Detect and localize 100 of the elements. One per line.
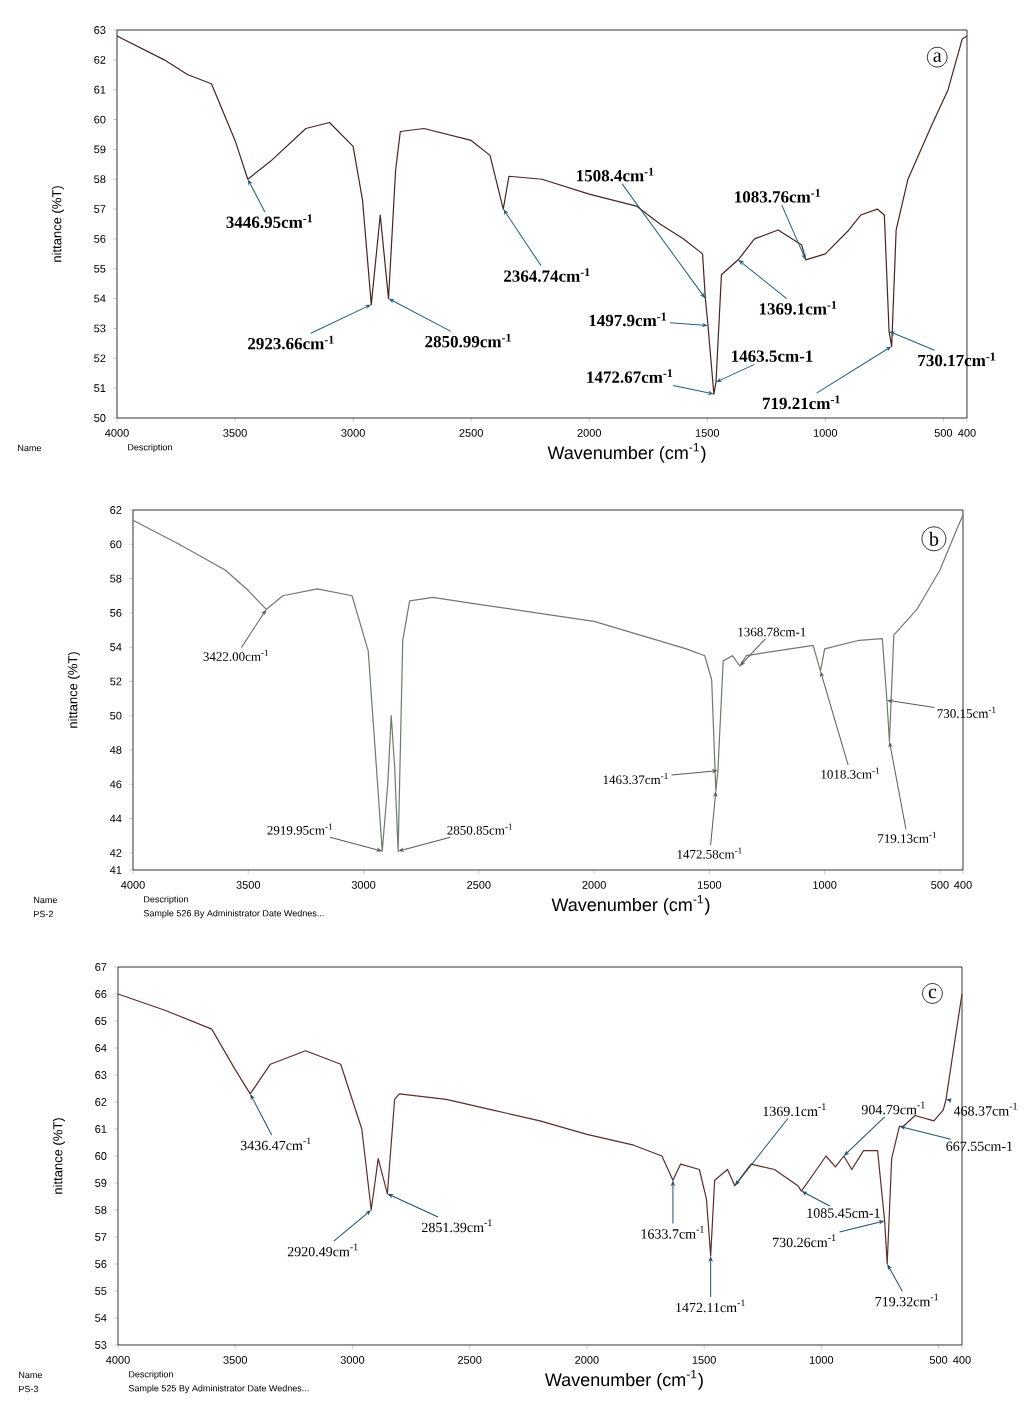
y-tick-label: 59 [94, 145, 106, 154]
y-tick-label: 50 [94, 414, 106, 422]
y-tick-label: 65 [95, 1017, 107, 1025]
y-tick-label: 56 [94, 235, 106, 243]
annotation: 730.17cm$^{-1}$ [918, 352, 996, 367]
annotation: 468.37cm$^{-1}$ [953, 1102, 1017, 1116]
text: Name [34, 896, 57, 904]
text: PS-2 [34, 910, 53, 918]
annotation: 3446.95cm$^{-1}$ [226, 214, 313, 229]
text: PS-3 [19, 1385, 38, 1393]
x-tick-label: 400 [958, 429, 976, 437]
x-tick-label: 3000 [340, 1356, 365, 1364]
annotation: 730.26cm$^{-1}$ [773, 1234, 836, 1248]
x-tick-label: 1500 [692, 1356, 716, 1364]
x-axis-title: Wavenumber (cm$^{-1}$) [547, 443, 706, 463]
y-tick-label: 60 [110, 540, 122, 549]
text: a [933, 52, 942, 62]
annotation: 2920.49cm$^{-1}$ [287, 1243, 358, 1257]
y-tick-label: 62 [95, 1098, 107, 1106]
annotation: 1463.37cm$^{-1}$ [603, 772, 668, 785]
annotation: 2364.74cm$^{-1}$ [504, 268, 590, 282]
y-tick-label: 52 [94, 354, 106, 363]
y-axis-title: nittance (%T) [52, 1118, 65, 1194]
y-axis-title: nittance (%T) [51, 186, 64, 262]
x-tick-label: 500 [931, 881, 949, 889]
x-tick-label: 2000 [582, 881, 606, 889]
x-tick-label: 400 [954, 881, 972, 889]
y-tick-label: 54 [95, 1314, 107, 1322]
y-tick-label: 53 [95, 1341, 107, 1349]
annotation: 1083.76cm$^{-1}$ [735, 188, 821, 203]
text: Description [144, 895, 188, 905]
text: Sample 525 By Administrator Date Wednes... [128, 1384, 309, 1394]
annotation: 1369.1cm$^{-1}$ [763, 1103, 826, 1117]
x-tick-label: 3000 [351, 881, 376, 889]
y-tick-label: 59 [95, 1179, 107, 1187]
y-tick-label: 56 [110, 608, 122, 617]
annotation: 3436.47cm$^{-1}$ [240, 1137, 311, 1151]
x-tick-label: 500 [929, 1356, 948, 1364]
y-tick-label: 54 [110, 643, 122, 651]
y-tick-label: 46 [109, 780, 122, 789]
x-tick-label: 1000 [813, 429, 838, 437]
x-tick-label: 1000 [809, 1356, 834, 1364]
x-axis-title: Wavenumber (cm$^{-1}$) [544, 1370, 703, 1390]
x-tick-label: 4000 [121, 881, 145, 889]
y-tick-label: 61 [94, 85, 106, 94]
x-axis-title: Wavenumber (cm$^{-1}$) [551, 895, 710, 915]
text: b [928, 531, 939, 546]
annotation: 1018.3cm$^{-1}$ [821, 767, 880, 779]
annotation: 2850.85cm$^{-1}$ [447, 823, 512, 835]
x-tick-label: 3500 [223, 1356, 247, 1364]
annotation: 1472.67cm$^{-1}$ [587, 369, 673, 383]
y-tick-label: 56 [95, 1260, 107, 1268]
annotation: 1369.1cm$^{-1}$ [759, 300, 837, 315]
y-tick-label: 62 [94, 55, 106, 64]
annotation: 719.32cm$^{-1}$ [875, 1293, 939, 1307]
annotation: 3422.00cm$^{-1}$ [203, 649, 269, 662]
text: c [928, 988, 937, 999]
y-tick-label: 41 [109, 866, 122, 874]
x-tick-label: 1500 [697, 881, 722, 889]
y-tick-label: 52 [110, 677, 122, 686]
annotation: 904.79cm$^{-1}$ [861, 1101, 925, 1115]
annotation: 2851.39cm$^{-1}$ [422, 1219, 492, 1233]
x-tick-label: 1000 [813, 881, 837, 889]
y-tick-label: 66 [95, 990, 107, 998]
x-tick-label: 2500 [459, 429, 483, 437]
annotation: 1497.9cm$^{-1}$ [589, 312, 667, 327]
text: Description [129, 1370, 173, 1380]
y-tick-label: 61 [95, 1125, 107, 1133]
annotation: 1472.58cm$^{-1}$ [677, 847, 742, 859]
y-tick-label: 62 [110, 506, 122, 514]
y-tick-label: 58 [95, 1206, 107, 1214]
x-tick-label: 4000 [105, 429, 129, 437]
y-tick-label: 67 [95, 963, 107, 971]
y-tick-label: 44 [109, 814, 122, 823]
x-tick-label: 3000 [341, 429, 365, 437]
y-tick-label: 60 [95, 1152, 107, 1160]
annotation: 1463.5cm-1 [732, 350, 813, 362]
y-tick-label: 58 [110, 574, 122, 583]
y-tick-label: 63 [94, 26, 106, 34]
text: Name [19, 1371, 42, 1379]
x-tick-label: 3500 [223, 429, 247, 437]
y-tick-label: 57 [94, 205, 106, 213]
x-tick-label: 2000 [577, 429, 601, 437]
annotation: 730.15cm$^{-1}$ [937, 706, 996, 718]
annotation: 2923.66cm$^{-1}$ [248, 335, 334, 350]
y-tick-label: 60 [94, 115, 106, 124]
y-tick-label: 48 [109, 746, 122, 754]
y-tick-label: 50 [110, 711, 122, 720]
y-tick-label: 42 [109, 849, 122, 857]
annotation: 667.55cm-1 [946, 1141, 1013, 1152]
y-tick-label: 54 [94, 294, 106, 303]
y-tick-label: 51 [94, 384, 106, 392]
y-tick-label: 58 [94, 175, 106, 184]
y-axis-title: nittance (%T) [67, 652, 80, 728]
text: Sample 526 By Administrator Date Wednes... [143, 909, 324, 919]
annotation: 719.21cm$^{-1}$ [762, 395, 840, 410]
annotation: 2850.99cm$^{-1}$ [425, 333, 511, 348]
x-tick-label: 2500 [467, 881, 491, 889]
x-tick-label: 400 [953, 1356, 971, 1364]
annotation: 1633.7cm$^{-1}$ [641, 1225, 704, 1239]
